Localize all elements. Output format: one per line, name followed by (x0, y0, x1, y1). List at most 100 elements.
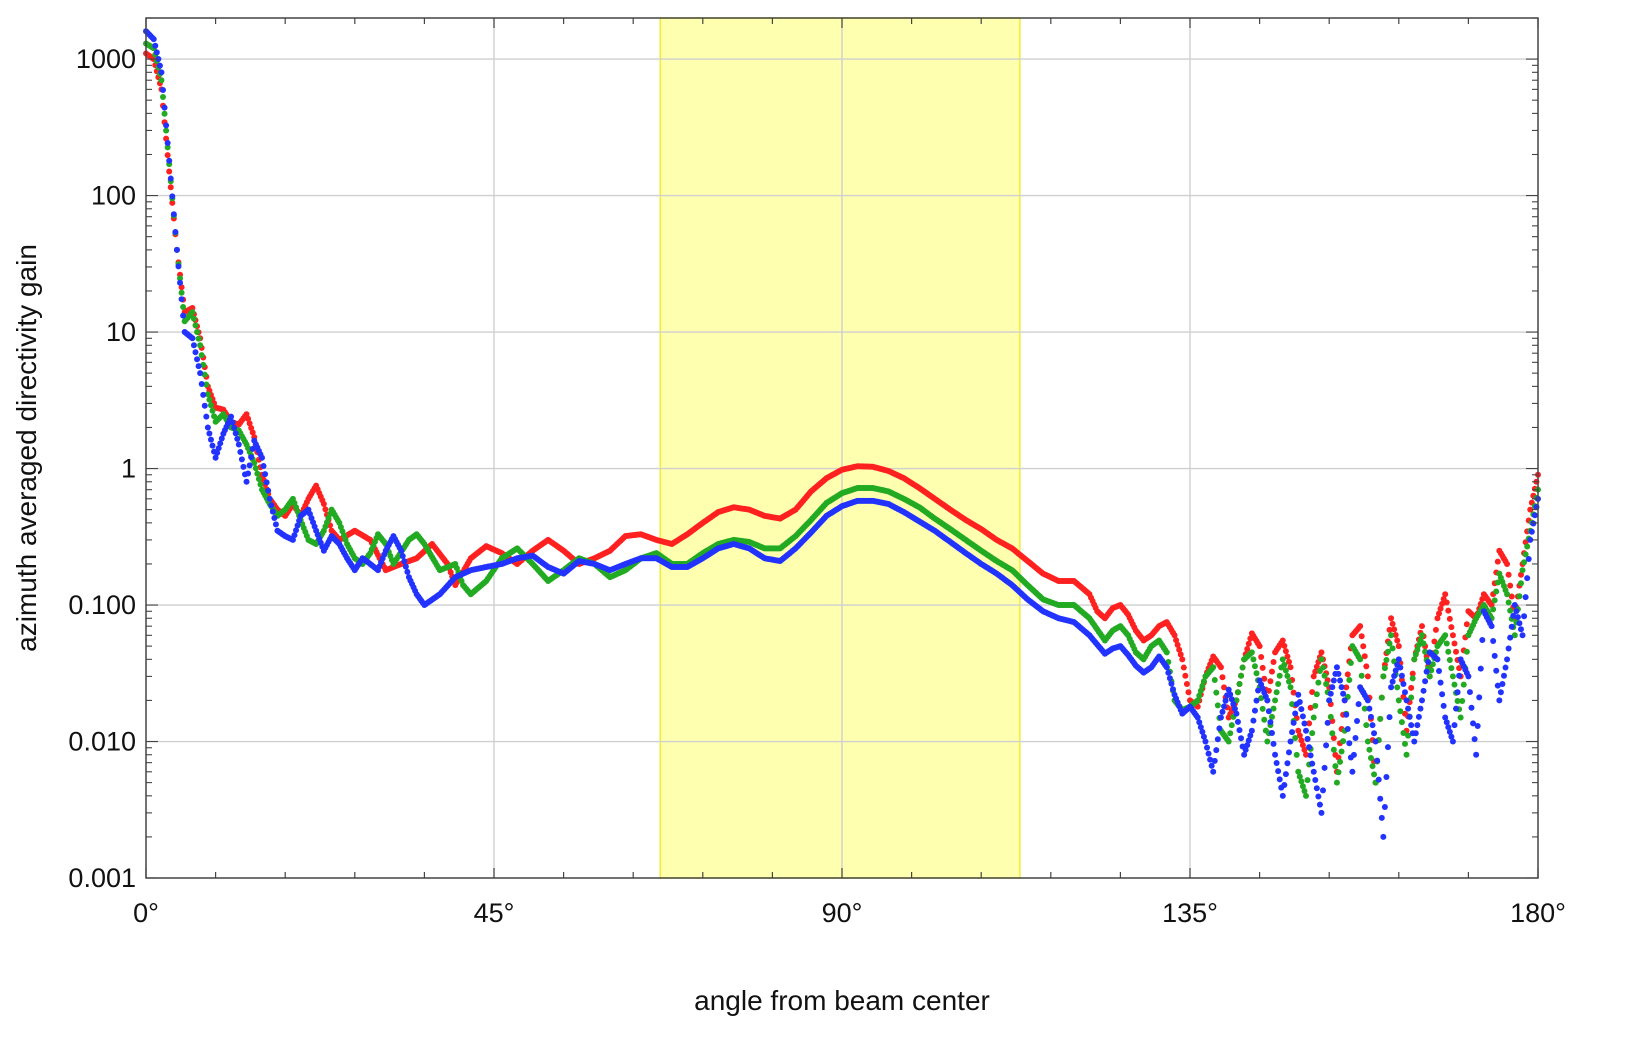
series-point (1312, 668, 1319, 675)
series-point (180, 312, 187, 319)
series-point (1408, 684, 1415, 691)
y-tick-label: 10 (106, 317, 136, 347)
series-point (1516, 620, 1523, 627)
series-point (1343, 684, 1350, 691)
series-point (1287, 684, 1294, 691)
series-point (1340, 738, 1347, 745)
series-point (1284, 673, 1291, 680)
series-point (1380, 833, 1387, 840)
series-point (1417, 705, 1424, 712)
series-point (1395, 643, 1402, 650)
series-point (1363, 663, 1370, 670)
y-axis-label: azimuth averaged directivity gain (11, 244, 42, 652)
series-point (254, 470, 261, 477)
series-point (1298, 778, 1305, 785)
series-point (1199, 728, 1206, 735)
series-point (170, 211, 177, 218)
series-point (204, 424, 211, 431)
series-point (1434, 656, 1441, 663)
series-point (1471, 736, 1478, 743)
series-point (1528, 528, 1535, 535)
series-point (1392, 631, 1399, 638)
series-point (1174, 641, 1181, 648)
series-point (1163, 649, 1170, 656)
series-point (1367, 713, 1374, 720)
series-point (1295, 768, 1302, 775)
series-point (1282, 667, 1289, 674)
series-point (1347, 660, 1354, 667)
series-point (1183, 680, 1190, 687)
series-point (1251, 707, 1258, 714)
series-point (1282, 648, 1289, 655)
series-point (1507, 582, 1514, 589)
series-point (1307, 752, 1314, 759)
series-point (156, 62, 163, 69)
series-point (1296, 698, 1303, 705)
series-point (246, 420, 253, 427)
series-point (1261, 675, 1268, 682)
series-point (1517, 571, 1524, 578)
series-point (1268, 730, 1275, 737)
series-point (1521, 559, 1528, 566)
series-point (1500, 672, 1507, 679)
series-point (1429, 661, 1436, 668)
series-point (1228, 722, 1235, 729)
series-point (1388, 615, 1395, 622)
series-point (248, 424, 255, 431)
series-point (322, 506, 329, 513)
series-point (1507, 634, 1514, 641)
series-point (1276, 672, 1283, 679)
series-point (1448, 733, 1455, 740)
series-point (1298, 706, 1305, 713)
series-point (1494, 558, 1501, 565)
series-point (1197, 687, 1204, 694)
series-point (1419, 632, 1425, 639)
series-point (1173, 637, 1180, 644)
series-point (1517, 580, 1524, 587)
series-point (1494, 682, 1501, 689)
series-point (1343, 711, 1350, 718)
series-point (1445, 607, 1452, 614)
series-point (1527, 506, 1534, 513)
series-point (260, 462, 267, 469)
series-point (1290, 689, 1297, 696)
series-point (1285, 658, 1292, 665)
series-point (1318, 649, 1325, 656)
series-point (1207, 756, 1214, 763)
series-point (1217, 714, 1224, 721)
series-point (1439, 691, 1446, 698)
series-point (1516, 593, 1523, 600)
series-point (1310, 673, 1317, 680)
series-point (1479, 636, 1486, 643)
series-point (268, 502, 275, 509)
x-tick-label: 0° (133, 898, 159, 928)
series-point (1211, 757, 1218, 764)
series-point (1210, 768, 1217, 775)
series-point (1449, 673, 1456, 680)
series-point (1337, 758, 1344, 765)
series-point (272, 521, 279, 528)
series-point (1384, 648, 1391, 655)
series-point (1281, 781, 1288, 788)
series-point (173, 246, 180, 253)
series-point (1248, 649, 1255, 656)
series-point (1307, 704, 1314, 711)
series-point (1169, 686, 1176, 693)
series-point (1443, 640, 1450, 647)
series-point (1409, 670, 1416, 677)
series-point (255, 475, 262, 482)
series-point (1287, 738, 1294, 745)
series-point (1505, 645, 1512, 652)
series-point (160, 94, 167, 101)
series-point (1377, 715, 1384, 722)
series-point (1335, 769, 1342, 776)
series-point (1384, 744, 1391, 751)
series-point (198, 381, 205, 388)
series-point (1508, 623, 1515, 630)
x-tick-label: 180° (1510, 898, 1566, 928)
series-point (1264, 697, 1271, 704)
series-point (1310, 714, 1317, 721)
series-point (161, 110, 168, 117)
series-point (197, 370, 204, 377)
series-point (1378, 694, 1385, 701)
